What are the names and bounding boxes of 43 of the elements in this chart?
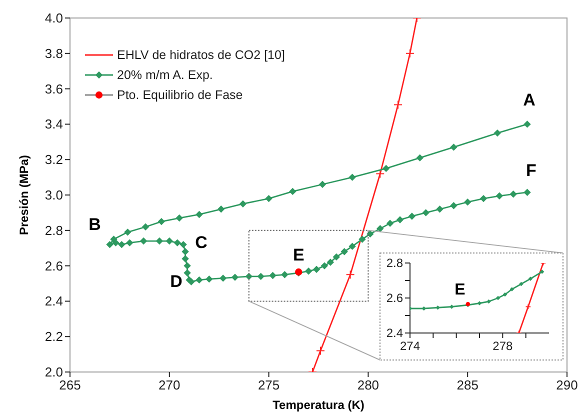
annotation: E: [292, 245, 304, 264]
y-tick-label: 2.6: [44, 258, 63, 274]
x-tick-label: 290: [556, 378, 578, 393]
point: [405, 48, 414, 58]
point: [346, 270, 355, 280]
y-tick-label: 2.6: [386, 291, 404, 305]
x-axis-title: Temperatura (K): [272, 398, 364, 412]
y-axis-title: Presión (MPa): [17, 154, 31, 236]
annotation: F: [526, 160, 536, 180]
point: [316, 346, 325, 356]
point: [450, 304, 454, 309]
annotation: A: [523, 90, 536, 110]
x-tick-label: 265: [59, 378, 81, 393]
y-tick-label: 2.0: [44, 364, 63, 380]
x-tick-label: 285: [456, 378, 478, 393]
point: [496, 296, 500, 300]
legend-label: Pto. Equilibrio de Fase: [117, 88, 243, 102]
y-tick-label: 2.4: [44, 294, 63, 309]
annotation: E: [454, 282, 466, 299]
legend-label: EHLV de hidratos de CO2 [10]: [117, 48, 285, 62]
annotation: C: [195, 233, 208, 252]
y-tick-label: 2.8: [44, 222, 63, 238]
y-tick-label: 3.6: [44, 81, 63, 96]
x-tick-label: 274: [400, 338, 420, 353]
y-tick-label: 2.8: [386, 256, 404, 270]
x-tick-label: 275: [258, 378, 280, 393]
x-tick-label: 270: [158, 378, 180, 393]
point: [525, 304, 532, 310]
x-tick-label: 278: [492, 338, 513, 353]
x-tick-label: 280: [357, 378, 380, 393]
y-tick-label: 3.8: [44, 46, 63, 61]
y-tick-label: 3.2: [44, 152, 63, 168]
annotation: D: [170, 272, 182, 292]
legend-label: 20% m/m A. Exp.: [117, 68, 213, 82]
y-tick-label: 3.4: [44, 116, 63, 132]
point: [394, 100, 403, 110]
y-tick-label: 3.0: [44, 188, 63, 202]
point: [436, 305, 440, 310]
point: [502, 292, 508, 297]
annotation: B: [88, 215, 101, 234]
y-tick-label: 2.2: [44, 329, 63, 344]
y-tick-label: 4.0: [44, 10, 63, 26]
y-tick-label: 2.4: [386, 326, 404, 340]
